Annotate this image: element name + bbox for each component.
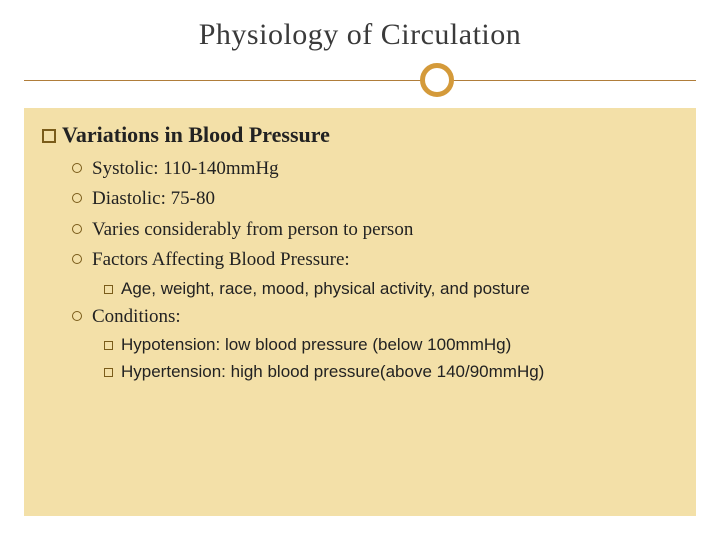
divider-line bbox=[24, 80, 696, 81]
sub-list-item: Age, weight, race, mood, physical activi… bbox=[104, 276, 678, 302]
sub-list-item: Hypertension: high blood pressure(above … bbox=[104, 359, 678, 385]
heading-lvl1: Variations in Blood Pressure bbox=[42, 122, 678, 148]
divider-circle-icon bbox=[420, 63, 454, 97]
heading-lvl1-text: Variations in Blood Pressure bbox=[62, 122, 330, 147]
list-item: Diastolic: 75-80 bbox=[72, 184, 678, 214]
list-item: Conditions: bbox=[72, 302, 678, 332]
slide-title: Physiology of Circulation bbox=[0, 18, 720, 52]
circle-bullet-icon bbox=[72, 224, 82, 234]
list-item-text: Factors Affecting Blood Pressure: bbox=[92, 249, 350, 270]
content-box: Variations in Blood Pressure Systolic: 1… bbox=[24, 108, 696, 516]
title-area: Physiology of Circulation bbox=[0, 0, 720, 100]
circle-bullet-icon bbox=[72, 254, 82, 264]
sub-list-item-text: Hypertension: high blood pressure(above … bbox=[121, 362, 544, 381]
list-item: Varies considerably from person to perso… bbox=[72, 215, 678, 245]
list-item: Systolic: 110-140mmHg bbox=[72, 154, 678, 184]
square-bullet-icon bbox=[104, 368, 113, 377]
circle-bullet-icon bbox=[72, 311, 82, 321]
circle-bullet-icon bbox=[72, 163, 82, 173]
sub-list-item-text: Age, weight, race, mood, physical activi… bbox=[121, 279, 530, 298]
square-bullet-icon bbox=[104, 341, 113, 350]
square-bullet-icon bbox=[104, 285, 113, 294]
list-item-text: Conditions: bbox=[92, 306, 181, 327]
list-item-text: Systolic: 110-140mmHg bbox=[92, 158, 279, 179]
sub-list-item-text: Hypotension: low blood pressure (below 1… bbox=[121, 335, 511, 354]
list-item-text: Varies considerably from person to perso… bbox=[92, 219, 413, 240]
list-item-text: Diastolic: 75-80 bbox=[92, 188, 215, 209]
list-item: Factors Affecting Blood Pressure: bbox=[72, 245, 678, 275]
slide: Physiology of Circulation Variations in … bbox=[0, 0, 720, 540]
square-bullet-icon bbox=[42, 129, 56, 143]
circle-bullet-icon bbox=[72, 193, 82, 203]
sub-list-item: Hypotension: low blood pressure (below 1… bbox=[104, 332, 678, 358]
divider bbox=[0, 60, 720, 100]
